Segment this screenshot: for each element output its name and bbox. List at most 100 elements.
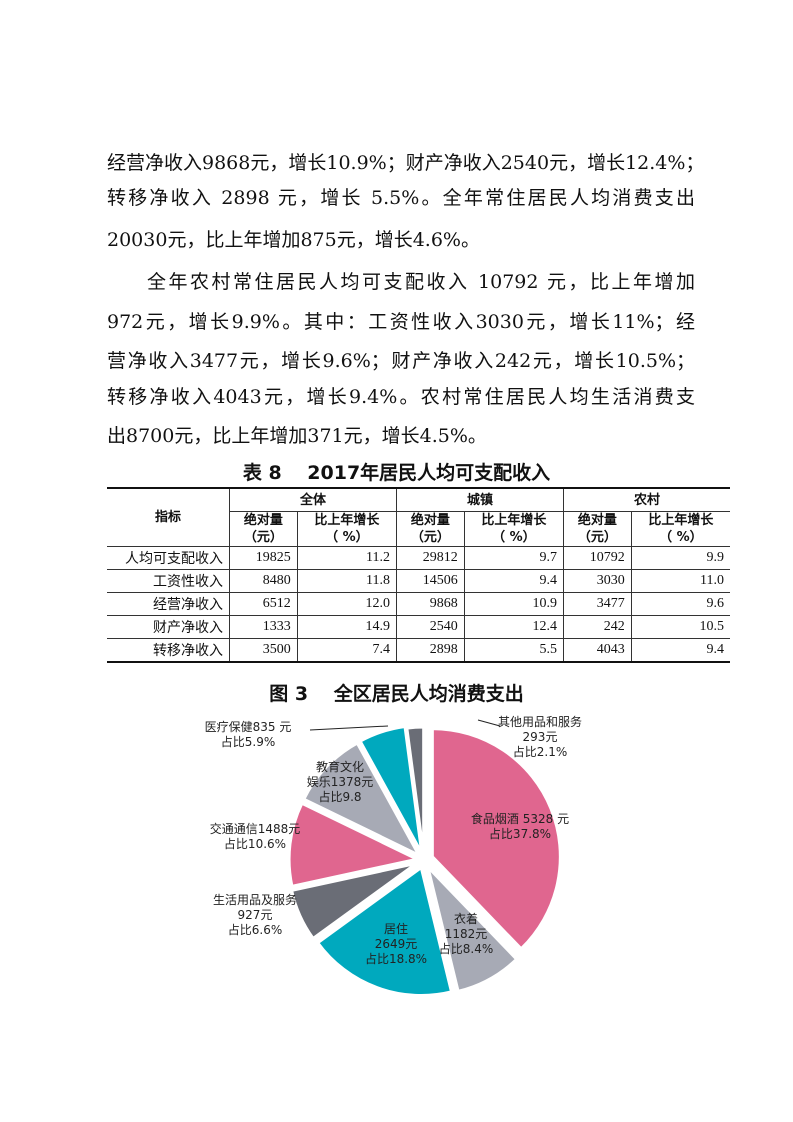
cell: 1333 (229, 615, 298, 639)
leader-line (477, 719, 501, 727)
cell: 11.0 (630, 569, 730, 593)
slice-label: 其他用品和服务 293元 占比2.1% (498, 715, 582, 760)
cell: 10.9 (463, 592, 565, 616)
slice-label-line: 2649元 (374, 937, 418, 951)
slice-label-line: 食品烟酒 5328 元 (470, 812, 570, 826)
sub-header-cell: 比上年增长（ %） (463, 511, 565, 547)
row-label: 工资性收入 (107, 569, 230, 593)
slice-label-line: 占比18.8% (364, 952, 428, 966)
cell: 10.5 (630, 615, 730, 639)
body-line: 全年农村常住居民人均可支配收入 10792 元，比上年增加 (147, 271, 695, 293)
income-table: 指标 全体 城镇 农村 绝对量（元） 比上年增长（ %） 绝对量（元） 比上年增长（ … (107, 487, 730, 663)
cell: 5.5 (463, 638, 565, 663)
slice-label: 食品烟酒 5328 元占比37.8% (471, 812, 569, 842)
slice-label-line: 衣着 (453, 912, 478, 926)
body-line: 出8700元，比上年增加371元，增长4.5%。 (107, 425, 487, 447)
slice-label-line: 教育文化 (315, 760, 365, 774)
cell: 11.2 (296, 546, 398, 570)
cell: 11.8 (296, 569, 398, 593)
sub-header-cell: 绝对量（元） (229, 511, 298, 547)
slice-label-line: 占比2.1% (512, 745, 568, 759)
slice-label-line: 娱乐1378元 (306, 775, 374, 789)
slice-label-line: 医疗保健835 元 (204, 720, 292, 734)
slice-label-line: 生活用品及服务 (212, 893, 298, 907)
table-row: 工资性收入 8480 11.8 14506 9.4 3030 11.0 (107, 569, 730, 593)
slice-label: 居住 2649元 占比18.8% (365, 922, 427, 967)
table-row: 人均可支配收入 19825 11.2 29812 9.7 10792 9.9 (107, 546, 730, 570)
sub-header-cell: 比上年增长（ %） (296, 511, 398, 547)
table-row: 财产净收入 1333 14.9 2540 12.4 242 10.5 (107, 615, 730, 639)
slice-label-line: 其他用品和服务 (497, 715, 583, 729)
slice-label: 衣着 1182元 占比8.4% (439, 912, 494, 957)
cell: 12.0 (296, 592, 398, 616)
body-line: 转移净收入 2898 元，增长 5.5%。全年常住居民人均消费支出 (107, 187, 695, 209)
row-label: 转移净收入 (107, 638, 230, 663)
slice-label: 生活用品及服务 927元 占比6.6% (213, 893, 297, 938)
slice-label-line: 1182元 (444, 927, 488, 941)
pie-slice (315, 864, 454, 997)
slice-label-line: 占比9.8 (318, 790, 362, 804)
cell: 29812 (396, 546, 465, 570)
cell: 9.4 (630, 638, 730, 663)
slice-label-line: 占比6.6% (227, 923, 283, 937)
slice-label-line: 占比8.4% (438, 942, 494, 956)
slice-label-line: 居住 (383, 922, 408, 936)
cell: 4043 (563, 638, 632, 663)
cell: 14506 (396, 569, 465, 593)
cell: 14.9 (296, 615, 398, 639)
slice-label-line: 交通通信1488元 (209, 822, 301, 836)
slice-label: 交通通信1488元 占比10.6% (210, 822, 301, 852)
sub-header-cell: 比上年增长（ %） (630, 511, 730, 547)
leader-line (309, 725, 389, 731)
body-line: 经营净收入9868元，增长10.9%；财产净收入2540元，增长12.4%； (107, 152, 705, 174)
cell: 9.7 (463, 546, 565, 570)
sub-header: 比上年增长（ %） (314, 513, 380, 545)
slice-label-line: 293元 (522, 730, 558, 744)
cell: 9868 (396, 592, 465, 616)
group-header: 全体 (228, 487, 398, 512)
row-label: 财产净收入 (107, 615, 230, 639)
cell: 7.4 (296, 638, 398, 663)
slice-label: 教育文化 娱乐1378元 占比9.8 (307, 760, 374, 805)
body-line: 营净收入3477元，增长9.6%；财产净收入242元，增长10.5%； (107, 350, 695, 372)
pie-slice (405, 725, 426, 856)
cell: 2898 (396, 638, 465, 663)
table-title: 表 8 2017年居民人均可支配收入 (242, 462, 551, 484)
cell: 9.6 (630, 592, 730, 616)
cell: 12.4 (463, 615, 565, 639)
cell: 3500 (229, 638, 298, 663)
cell: 6512 (229, 592, 298, 616)
sub-header: 绝对量（元） (243, 513, 283, 545)
sub-header: 比上年增长（ %） (481, 513, 547, 545)
row-label: 经营净收入 (107, 592, 230, 616)
pie-slice (358, 724, 424, 855)
cell: 242 (563, 615, 632, 639)
slice-label-line: 927元 (237, 908, 273, 922)
index-header: 指标 (107, 487, 230, 547)
sub-header: 绝对量（元） (410, 513, 450, 545)
pie-slice (287, 801, 422, 889)
row-label: 人均可支配收入 (107, 546, 230, 570)
slice-label-line: 占比5.9% (220, 735, 276, 749)
pie-slice (430, 727, 562, 951)
slice-label: 医疗保健835 元占比5.9% (205, 720, 292, 750)
sub-header-cell: 绝对量（元） (563, 511, 632, 547)
table-row: 经营净收入 6512 12.0 9868 10.9 3477 9.6 (107, 592, 730, 616)
group-header: 农村 (563, 487, 730, 512)
cell: 3477 (563, 592, 632, 616)
cell: 2540 (396, 615, 465, 639)
body-line: 972元，增长9.9%。其中：工资性收入3030元，增长11%；经 (107, 311, 695, 333)
cell: 9.4 (463, 569, 565, 593)
pie-chart (287, 719, 562, 997)
slice-label-line: 占比10.6% (223, 837, 287, 851)
sub-header-cell: 绝对量（元） (396, 511, 465, 547)
slice-label-line: 占比37.8% (488, 827, 552, 841)
sub-header: 绝对量（元） (577, 513, 617, 545)
sub-header: 比上年增长（ %） (648, 513, 714, 545)
pie-slice (289, 861, 418, 941)
pie-slice (425, 861, 519, 994)
cell: 9.9 (630, 546, 730, 570)
table-row: 转移净收入 3500 7.4 2898 5.5 4043 9.4 (107, 638, 730, 663)
cell: 10792 (563, 546, 632, 570)
cell: 3030 (563, 569, 632, 593)
